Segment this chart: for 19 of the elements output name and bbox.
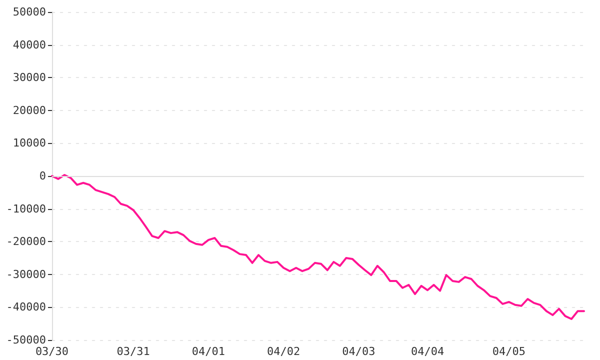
y-tick-label: -40000 xyxy=(6,300,46,314)
y-tick-label: -10000 xyxy=(6,202,46,216)
x-tick-label: 04/03 xyxy=(342,345,376,358)
line-series xyxy=(51,174,585,320)
y-tick-label: 40000 xyxy=(12,38,46,52)
y-tick-label: 0 xyxy=(39,170,46,182)
x-tick-label: 04/02 xyxy=(267,345,300,358)
x-tick-label: 04/05 xyxy=(492,345,526,358)
x-tick-label: 03/30 xyxy=(35,345,69,358)
y-tick-label: 50000 xyxy=(12,6,46,18)
y-tick-label: 10000 xyxy=(12,136,46,150)
x-tick-label: 03/31 xyxy=(116,345,150,358)
y-tick-label: -20000 xyxy=(6,235,46,248)
x-tick-label: 04/01 xyxy=(192,345,226,358)
y-tick-label: -30000 xyxy=(6,268,46,281)
y-tick-label: 30000 xyxy=(12,71,46,84)
x-tick-label: 04/04 xyxy=(410,345,444,358)
y-tick-label: 20000 xyxy=(12,104,46,117)
y-tick-label: -50000 xyxy=(6,334,46,346)
